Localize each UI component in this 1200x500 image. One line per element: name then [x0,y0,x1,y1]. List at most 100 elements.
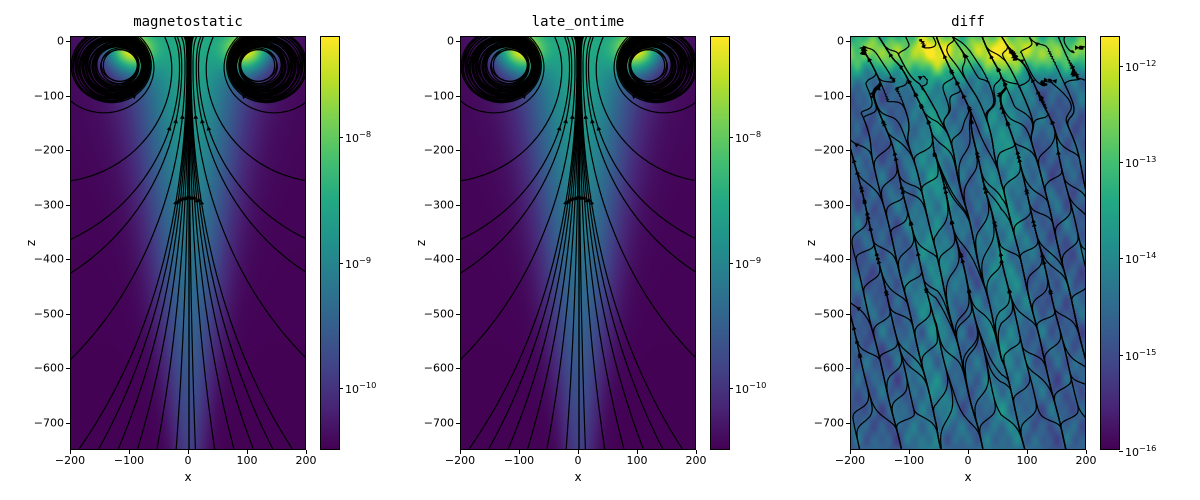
streamline [927,217,981,440]
y-tick-label: −600 [814,362,850,375]
streamline [888,132,938,352]
x-tick-mark [637,450,638,454]
streamline-arrow-icon [1075,45,1079,50]
streamline [1072,284,1086,375]
streamline [936,37,994,251]
subplot-diff: diffzx0−100−200−300−400−500−600−700−200−… [850,36,1086,450]
x-tick-mark [188,450,189,454]
streamline [853,386,869,450]
streamline [1061,419,1068,450]
streamline [1014,386,1028,450]
streamline [117,435,124,450]
streamline [461,233,508,274]
streamline [566,435,567,450]
streamline [999,72,1067,285]
streamline [1048,79,1071,115]
streamline [987,284,1026,450]
streamline [865,202,928,420]
streamline-arrow-icon [1052,79,1057,84]
colorbar: 10−1210−1310−1410−1510−16 [1100,36,1120,450]
streamline [673,435,684,450]
streamline [907,183,970,399]
x-tick-mark [850,450,851,454]
streamline [156,435,159,450]
y-tick-label: −600 [34,362,70,375]
streamline [507,435,514,450]
streamline [887,48,976,254]
y-tick-label: −300 [34,198,70,211]
colorbar-tick-label: 10−16 [1119,443,1156,459]
streamline [230,435,235,450]
y-tick-label: −200 [34,144,70,157]
streamline [213,435,216,450]
streamline [77,435,89,450]
colorbar-tick-label: 10−12 [1119,58,1156,74]
streamline [650,233,696,274]
figure: magnetostaticzx0−100−200−300−400−500−600… [0,0,1200,500]
x-tick-mark [306,450,307,454]
streamline-arrow-icon [200,119,205,124]
streamline [1027,352,1066,450]
streamline [1007,251,1066,451]
streamline-arrow-icon [590,119,595,124]
streamline [919,40,927,48]
streamline [877,37,907,82]
panel-title: late_ontime [460,14,696,30]
streamline [546,435,549,450]
streamline [526,435,531,450]
y-tick-mark [66,314,70,315]
streamline [851,141,907,318]
colorbar-tick-mark [729,388,733,389]
streamline [922,82,988,297]
streamline [600,37,604,45]
y-tick-label: −700 [814,416,850,429]
streamline [980,419,988,450]
streamline [638,435,645,450]
y-tick-label: −300 [814,198,850,211]
streamline [136,435,141,450]
streamline [965,100,1027,318]
streamline-arrow-icon [563,119,568,124]
y-tick-mark [846,150,850,151]
streamline [461,233,473,240]
y-tick-mark [456,41,460,42]
streamline [996,284,1026,450]
streamline [1079,46,1086,49]
streamline [936,37,970,149]
streamline [904,197,953,420]
streamline [881,40,968,251]
colorbar-tick-mark [339,388,343,389]
streamline [195,435,196,450]
x-tick-mark [968,450,969,454]
streamline [982,37,1048,217]
y-tick-label: −100 [424,89,460,102]
streamline [863,50,891,149]
plot-area [850,36,1086,450]
x-tick-mark [1086,450,1087,454]
streamline [1001,37,1068,183]
streamline [905,37,909,48]
panel-title: magnetostatic [70,14,306,30]
colorbar: 10−810−910−10 [710,36,730,450]
streamline [283,435,294,450]
streamline-arrow-icon [1035,42,1040,47]
streamline [947,183,1013,402]
streamline [998,318,1026,450]
streamline [1021,419,1027,450]
streamline [461,233,544,361]
streamline [987,183,1054,401]
y-tick-mark [456,314,460,315]
subplot-late_ontime: late_ontimezx0−100−200−300−400−500−600−7… [460,36,696,450]
y-tick-label: −500 [34,307,70,320]
streamline [887,77,895,82]
streamline-arrow-icon [173,119,178,124]
y-tick-mark [66,96,70,97]
streamline [934,217,980,438]
streamline [941,419,948,450]
streamlines [71,37,306,450]
streamline [656,435,666,450]
y-axis-label: z [804,240,818,246]
colorbar-tick-mark [1119,258,1123,259]
y-tick-mark [66,41,70,42]
streamline [71,233,83,240]
